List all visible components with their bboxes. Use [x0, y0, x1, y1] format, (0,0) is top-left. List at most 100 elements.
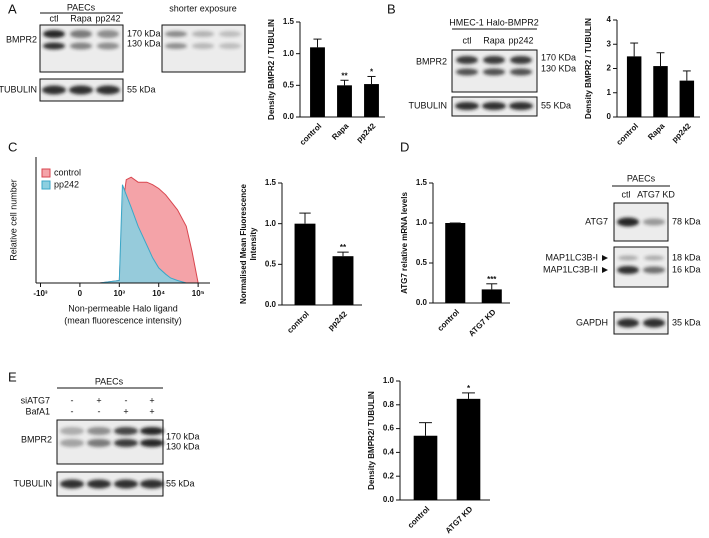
- x-tick-label: 0: [78, 289, 83, 298]
- blot-band: [42, 85, 66, 95]
- blot-band: [140, 439, 164, 447]
- blot-band: [617, 318, 639, 328]
- bar: [332, 256, 354, 305]
- undefined: BMPR2: [416, 56, 447, 66]
- bar: [445, 223, 466, 303]
- blot-band: [192, 31, 214, 37]
- blot-band: [509, 102, 533, 110]
- y-axis-label: Intensity: [249, 227, 258, 260]
- undefined: ctl: [50, 13, 59, 23]
- blot-band: [643, 318, 665, 328]
- undefined: BMPR2: [6, 34, 37, 44]
- blot-band: [114, 439, 138, 447]
- bar: [364, 84, 379, 117]
- blot-band: [510, 56, 532, 64]
- y-tick-label: 1.5: [265, 178, 277, 187]
- undefined: TUBULIN: [0, 84, 37, 94]
- blot-band: [644, 255, 664, 261]
- y-axis-label: ATG7 relative mRNA levels: [400, 192, 409, 294]
- y-tick-label: 1: [607, 88, 612, 97]
- undefined: 170 kDa: [127, 28, 161, 38]
- undefined: 18 kDa: [672, 252, 701, 262]
- area-outline: [40, 184, 199, 284]
- blot-band: [140, 427, 164, 435]
- undefined: 130 kDa: [127, 38, 161, 48]
- x-axis-label: Non-permeable Halo ligand: [68, 303, 178, 313]
- bar: [679, 80, 695, 117]
- blot-band: [456, 68, 478, 76]
- x-tick-label: control: [298, 122, 324, 148]
- bar: [413, 435, 438, 500]
- blot-band: [456, 56, 478, 64]
- legend-swatch: [41, 168, 51, 178]
- x-tick-label: control: [436, 308, 462, 334]
- legend-label: pp242: [54, 179, 79, 189]
- y-tick-label: 0.5: [283, 80, 295, 89]
- undefined: ATG7: [585, 216, 608, 226]
- blot-band: [43, 30, 65, 38]
- y-tick-label: 0.4: [383, 448, 395, 457]
- y-tick-label: 0.0: [283, 112, 295, 121]
- undefined: 16 kDa: [672, 264, 701, 274]
- arrowhead: [602, 267, 608, 273]
- y-tick-label: 1.0: [283, 49, 295, 58]
- undefined: 55 kDa: [127, 84, 156, 94]
- blot-band: [97, 30, 119, 38]
- blot-band: [618, 255, 638, 261]
- y-axis-label: Density BMPR2 / TUBULIN: [584, 18, 593, 119]
- undefined: shorter exposure: [169, 3, 237, 13]
- blot-band: [60, 479, 84, 489]
- blot-band: [510, 68, 532, 76]
- blot-band: [219, 43, 241, 49]
- undefined: pp242: [508, 35, 533, 45]
- blot-band: [617, 266, 639, 274]
- x-tick-label: Rapa: [330, 121, 351, 142]
- x-tick-label: control: [285, 310, 311, 336]
- undefined: ATG7 KD: [637, 189, 675, 199]
- x-tick-label: ATG7 KD: [467, 307, 498, 338]
- x-tick-label: ATG7 KD: [444, 504, 475, 535]
- blot-band: [43, 42, 65, 50]
- panel-label: D: [400, 139, 409, 154]
- undefined: 130 kDa: [166, 441, 200, 451]
- y-tick-label: 0.5: [416, 258, 428, 267]
- undefined: +: [149, 395, 154, 405]
- panel-label: C: [8, 139, 17, 154]
- arrowhead: [602, 255, 608, 261]
- x-tick-label: -10³: [33, 289, 48, 298]
- blot-band: [482, 102, 506, 110]
- undefined: ctl: [463, 35, 472, 45]
- blot-band: [140, 479, 164, 489]
- x-tick-label: pp242: [355, 121, 378, 144]
- undefined: BafA1: [25, 406, 50, 416]
- significance-label: **: [341, 71, 348, 80]
- undefined: Rapa: [70, 13, 92, 23]
- undefined: 78 kDa: [672, 216, 701, 226]
- x-tick-label: 10³: [114, 289, 126, 298]
- blot-band: [165, 31, 187, 37]
- blot-band: [87, 439, 111, 447]
- blot-band: [643, 218, 665, 226]
- legend-label: control: [54, 167, 81, 177]
- undefined: PAECs: [67, 2, 96, 12]
- y-tick-label: 0.0: [265, 300, 277, 309]
- undefined: -: [98, 406, 101, 416]
- bar: [310, 47, 325, 118]
- y-tick-label: 0.5: [265, 259, 277, 268]
- x-tick-label: control: [615, 122, 641, 148]
- area-fill: [40, 177, 199, 283]
- blot-band: [192, 43, 214, 49]
- blot-band: [114, 427, 138, 435]
- legend-swatch: [41, 180, 51, 190]
- x-tick-label: Rapa: [646, 121, 667, 142]
- undefined: PAECs: [95, 376, 124, 386]
- undefined: ctl: [622, 189, 631, 199]
- y-tick-label: 0.0: [383, 495, 395, 504]
- blot-band: [483, 56, 505, 64]
- undefined: +: [149, 406, 154, 416]
- blot-band: [70, 42, 92, 50]
- significance-label: *: [370, 68, 374, 77]
- undefined: siATG7: [21, 395, 50, 405]
- blot-band: [87, 479, 111, 489]
